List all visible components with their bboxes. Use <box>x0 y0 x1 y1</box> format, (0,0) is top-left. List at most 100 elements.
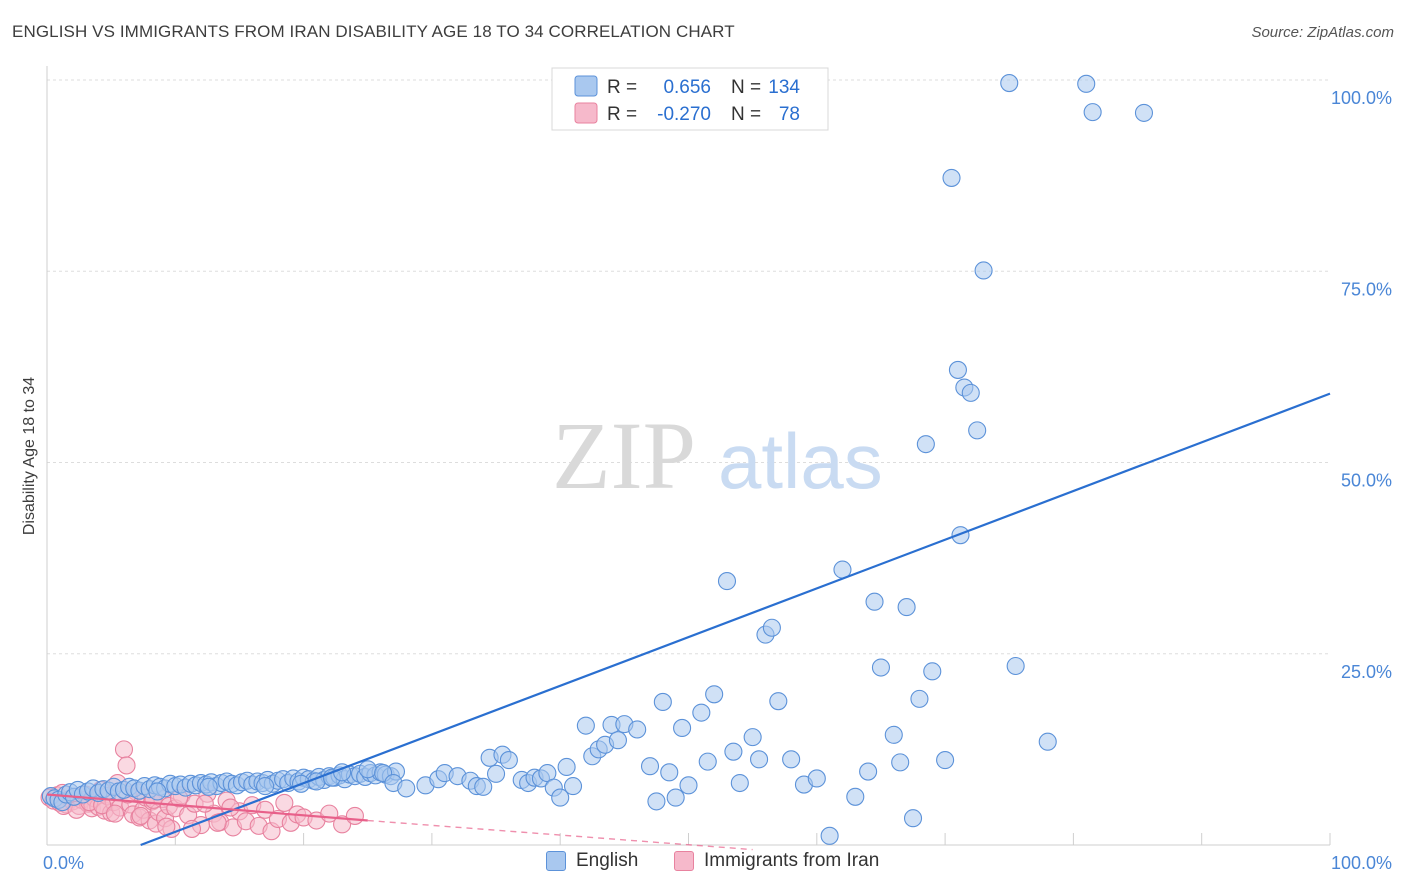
english-point-89 <box>486 764 506 783</box>
trendlines <box>46 392 1331 851</box>
iran-point-23 <box>114 740 134 759</box>
english-point-70 <box>148 782 167 801</box>
english-point-110 <box>647 792 666 811</box>
y-tick-label-3: 100.0% <box>1331 88 1392 108</box>
english-point-80 <box>397 779 416 798</box>
english-point-147 <box>951 526 970 545</box>
x-tick-label-0: 0.0% <box>43 853 84 873</box>
legend-r-label-iran: R = <box>607 104 637 125</box>
english-point-152 <box>1006 656 1025 676</box>
english-point-71 <box>199 777 218 796</box>
english-point-136 <box>884 725 903 744</box>
y-axis-label: Disability Age 18 to 34 <box>21 377 38 535</box>
watermark-atlas: atlas <box>718 417 883 505</box>
axis-ticks: 25.0% 50.0% 75.0% 100.0% 0.0% 100.0% <box>43 88 1392 873</box>
legend-r-value-english: 0.656 <box>663 77 711 98</box>
english-point-127 <box>782 750 801 769</box>
legend-n-value-iran: 78 <box>779 104 800 125</box>
y-tick-label-1: 50.0% <box>1341 471 1392 491</box>
english-point-141 <box>948 360 967 379</box>
iran-point-75 <box>195 794 214 813</box>
trendline-english <box>140 392 1331 847</box>
english-point-116 <box>692 703 711 722</box>
english-point-156 <box>1134 103 1154 122</box>
english-point-153 <box>1038 732 1057 751</box>
legend-n-label-iran: N = <box>731 104 761 125</box>
english-point-113 <box>666 788 685 807</box>
english-point-151 <box>1000 74 1019 93</box>
legend-r-label-english: R = <box>607 77 637 98</box>
english-point-154 <box>1077 74 1096 93</box>
bottom-legend-swatch-iran <box>674 851 694 871</box>
english-point-135 <box>871 658 891 677</box>
bottom-legend-label-english: English <box>576 850 639 871</box>
bottom-legend-iran: Immigrants from Iran <box>674 850 879 872</box>
english-point-137 <box>897 598 916 617</box>
y-tick-label-2: 75.0% <box>1341 279 1392 299</box>
english-point-106 <box>608 731 627 750</box>
english-point-134 <box>865 592 884 611</box>
english-point-155 <box>1083 103 1102 122</box>
chart-title: ENGLISH VS IMMIGRANTS FROM IRAN DISABILI… <box>12 22 735 41</box>
english-point-130 <box>820 826 839 845</box>
english-point-100 <box>563 777 583 796</box>
english-point-150 <box>974 261 993 280</box>
english-point-99 <box>557 757 576 777</box>
english-point-132 <box>846 787 865 806</box>
english-point-91 <box>499 751 518 770</box>
english-point-112 <box>660 763 679 782</box>
iran-point-62 <box>333 815 352 834</box>
english-point-144 <box>903 809 923 828</box>
english-point-140 <box>936 751 955 770</box>
chart-source: Source: ZipAtlas.com <box>1251 24 1394 41</box>
english-point-129 <box>807 769 826 788</box>
english-point-87 <box>474 777 493 796</box>
english-point-111 <box>653 692 672 711</box>
english-point-108 <box>628 720 647 739</box>
english-point-138 <box>910 689 929 708</box>
english-point-115 <box>679 776 698 795</box>
english-point-77 <box>358 760 377 779</box>
english-point-122 <box>743 728 762 747</box>
english-point-143 <box>891 753 910 772</box>
english-point-72 <box>256 777 275 796</box>
trendline-iran-extension <box>367 819 753 851</box>
english-point-121 <box>730 773 749 793</box>
english-point-123 <box>750 750 769 769</box>
bottom-legend-swatch-english <box>546 851 566 871</box>
x-tick-label-1: 100.0% <box>1331 853 1392 873</box>
y-tick-label-0: 25.0% <box>1341 662 1392 682</box>
english-point-126 <box>769 692 788 711</box>
iran-point-53 <box>256 800 275 819</box>
english-point-133 <box>859 762 878 781</box>
legend-swatch-iran <box>574 102 598 124</box>
english-point-118 <box>705 685 724 704</box>
english-point-119 <box>717 572 737 591</box>
english-point-145 <box>916 435 935 454</box>
english-point-101 <box>576 716 595 735</box>
bottom-legend-english: English <box>546 850 638 872</box>
english-point-139 <box>923 662 942 681</box>
legend-swatch-english <box>574 75 598 97</box>
english-point-117 <box>698 752 717 771</box>
english-point-120 <box>724 742 743 761</box>
iran-point-56 <box>275 793 294 812</box>
legend-n-label-english: N = <box>731 77 761 98</box>
english-point-109 <box>640 757 660 776</box>
english-point-125 <box>762 618 781 637</box>
bottom-legend-label-iran: Immigrants from Iran <box>704 850 880 871</box>
iran-point-70 <box>131 806 150 825</box>
legend-r-value-iran: -0.270 <box>657 104 711 125</box>
legend-n-value-english: 134 <box>768 77 800 98</box>
english-point-148 <box>961 383 980 402</box>
iran-point-24 <box>117 756 136 775</box>
english-point-149 <box>968 421 987 440</box>
watermark-zip: ZIP <box>552 402 696 509</box>
english-point-98 <box>551 788 570 807</box>
iran-point-68 <box>105 804 125 823</box>
english-point-146 <box>942 168 961 187</box>
english-point-114 <box>673 718 692 738</box>
trendline-iran <box>46 793 368 822</box>
watermark: ZIP atlas <box>552 402 883 509</box>
